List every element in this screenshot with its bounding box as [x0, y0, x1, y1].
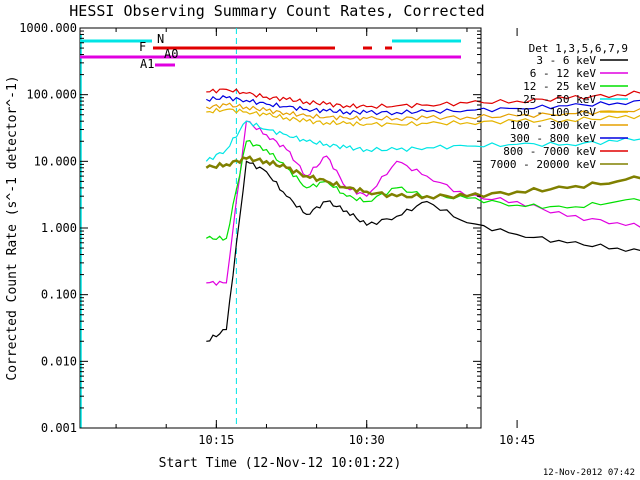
flag-label-F: F — [139, 40, 146, 54]
y-tick-label: 0.001 — [41, 421, 77, 435]
y-tick-label: 100.000 — [26, 88, 77, 102]
x-tick-label: 10:15 — [198, 433, 234, 447]
series-line-2 — [205, 139, 640, 241]
legend-label: 12 - 25 keV — [523, 80, 596, 93]
legend-label: 3 - 6 keV — [536, 54, 596, 67]
flag-label-A0: A0 — [164, 47, 178, 61]
legend-title: Det 1,3,5,6,7,9 — [529, 42, 628, 55]
y-tick-label: 10.000 — [34, 154, 77, 168]
legend-label: 25 - 50 keV — [523, 93, 596, 106]
legend-label: 800 - 7000 keV — [503, 145, 596, 158]
legend-label: 6 - 12 keV — [530, 67, 597, 80]
legend-label: 100 - 300 keV — [510, 119, 596, 132]
series-line-5 — [206, 102, 640, 122]
plot-frame — [79, 27, 482, 429]
legend-label: 50 - 100 keV — [517, 106, 597, 119]
series-line-7 — [206, 88, 640, 109]
flag-label-N: N — [157, 32, 164, 46]
series-layer — [205, 88, 640, 342]
series-line-3 — [205, 120, 640, 162]
y-tick-label: 1000.000 — [19, 21, 77, 35]
series-line-4 — [206, 107, 640, 128]
x-tick-label: 10:30 — [349, 433, 385, 447]
x-tick-label: 10:45 — [499, 433, 535, 447]
legend-label: 7000 - 20000 keV — [490, 158, 596, 171]
timestamp: 12-Nov-2012 07:42 — [543, 468, 635, 478]
x-axis-label: Start Time (12-Nov-12 10:01:22) — [159, 456, 402, 471]
flag-label-A1: A1 — [140, 57, 154, 71]
y-tick-label: 1.000 — [41, 221, 77, 235]
legend-label: 300 - 800 keV — [510, 132, 596, 145]
y-axis-label-wrap: Corrected Count Rate (s^-1 detector^-1) — [5, 75, 20, 380]
y-axis-label: Corrected Count Rate (s^-1 detector^-1) — [5, 75, 20, 380]
series-line-6 — [206, 95, 640, 116]
series-line-0 — [206, 160, 640, 342]
chart-title: HESSI Observing Summary Count Rates, Cor… — [69, 2, 484, 20]
y-tick-label: 0.010 — [41, 354, 77, 368]
series-line-8 — [205, 155, 640, 200]
y-tick-label: 0.100 — [41, 288, 77, 302]
